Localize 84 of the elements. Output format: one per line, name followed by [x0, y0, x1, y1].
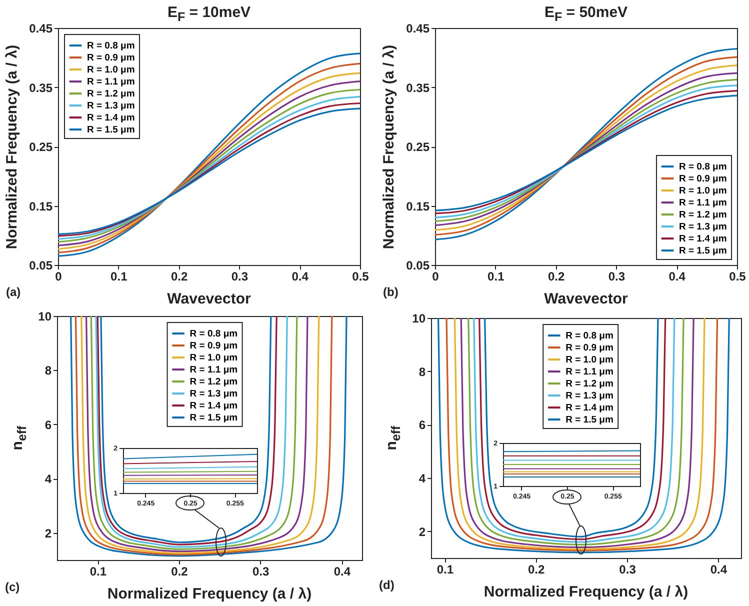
y-tick-label: 0.15: [29, 199, 53, 214]
x-tick-label: 0.1: [90, 564, 107, 578]
y-tick-label: 0.05: [406, 258, 430, 272]
legend-label: R = 1.2 μm: [87, 88, 135, 100]
x-tick-label: 0: [432, 270, 440, 284]
legend-label: R = 1.3 μm: [87, 100, 135, 112]
x-tick-label: 0.1: [110, 270, 128, 284]
y-tick-label: 0.25: [29, 140, 53, 154]
legend-label: R = 0.8 μm: [566, 330, 614, 342]
x-axis-title: Normalized Frequency (a / λ): [484, 584, 688, 600]
text: (b): [383, 285, 398, 299]
y-tick-label: 0.45: [406, 22, 430, 36]
legend-label: R = 1.5 μm: [566, 414, 614, 426]
x-tick-label: 0.3: [252, 564, 270, 578]
x-tick-label: 0.4: [668, 270, 686, 284]
x-tick-label: 0.4: [292, 270, 309, 284]
legend-label: R = 1.3 μm: [566, 390, 614, 402]
legend-label: R = 0.8 μm: [679, 162, 727, 172]
y-tick-label: 4: [418, 472, 426, 486]
x-tick-label: 0.1: [436, 562, 454, 576]
y-tick-label: 2: [44, 526, 52, 540]
legend-label: R = 1.2 μm: [190, 376, 238, 388]
legend-label: R = 0.8 μm: [87, 40, 135, 52]
x-tick-label: 0: [55, 270, 62, 284]
legend-label: R = 1.1 μm: [566, 366, 614, 378]
x-tick-label: 0.2: [548, 270, 565, 284]
y-axis-title: Normalized Frequency (a / λ): [4, 44, 20, 249]
legend-label: R = 0.9 μm: [566, 342, 614, 354]
legend-label: R = 0.9 μm: [87, 52, 135, 64]
legend-label: R = 1.4 μm: [679, 234, 727, 244]
text: (d): [379, 578, 394, 592]
y-tick-label: 0.05: [29, 258, 53, 272]
x-tick-label: 0.5: [352, 270, 370, 284]
legend-label: R = 1.5 μm: [190, 412, 238, 424]
y-tick-label: 10: [38, 310, 52, 324]
x-tick-label: 0.3: [608, 270, 626, 284]
chart-title: E$_{F}$ = 10meV: [167, 4, 251, 24]
y-tick-label: 2: [418, 524, 426, 539]
legend-label: R = 1.0 μm: [190, 352, 238, 364]
legend-label: R = 0.9 μm: [190, 340, 238, 352]
legend-label: R = 1.4 μm: [190, 400, 238, 412]
legend-label: R = 1.0 μm: [87, 64, 135, 76]
legend-label: R = 0.9 μm: [679, 174, 727, 184]
legend-label: R = 1.4 μm: [87, 112, 135, 124]
legend-label: R = 1.1 μm: [679, 198, 727, 208]
x-axis-title: Wavevector: [544, 290, 628, 308]
chart-title: E$_{F}$ = 50meV: [544, 4, 628, 24]
x-tick-label: 0.3: [231, 270, 248, 284]
legend-label: R = 1.2 μm: [566, 378, 614, 390]
legend-label: R = 1.2 μm: [679, 210, 727, 220]
x-tick-label: 0.2: [171, 564, 188, 578]
legend-label: R = 1.4 μm: [566, 402, 614, 414]
x-tick-label: 0.3: [619, 562, 636, 576]
legend-label: R = 1.5 μm: [87, 124, 135, 136]
x-tick-label: 0.2: [528, 562, 546, 576]
x-tick-label: 0.4: [710, 562, 728, 576]
y-tick-label: 0.45: [29, 22, 53, 36]
x-axis-title: Normalized Frequency (a / λ): [107, 586, 312, 602]
y-tick-label: 0.35: [29, 80, 53, 95]
x-tick-label: 0.2: [170, 270, 188, 284]
legend-label: R = 1.0 μm: [679, 186, 727, 196]
legend-label: R = 0.8 μm: [190, 328, 238, 340]
legend-label: R = 1.5 μm: [679, 246, 727, 256]
legend-label: R = 1.0 μm: [566, 354, 614, 366]
text: (c): [5, 580, 20, 594]
x-tick-label: 0.1: [488, 270, 505, 284]
y-tick-label: 8: [44, 364, 52, 378]
y-axis-title: Normalized Frequency (a / λ): [380, 44, 398, 249]
y-tick-label: 6: [418, 418, 426, 432]
legend-label: R = 1.1 μm: [190, 364, 238, 376]
x-tick-label: 0.4: [334, 564, 351, 578]
legend-label: R = 1.3 μm: [190, 388, 238, 400]
y-tick-label: 0.25: [406, 140, 430, 154]
legend-label: R = 1.1 μm: [87, 76, 135, 88]
y-tick-label: 0.35: [406, 80, 430, 95]
y-tick-label: 0.15: [406, 199, 430, 214]
text: (a): [6, 285, 21, 299]
legend-label: R = 1.3 μm: [679, 222, 727, 232]
x-tick-label: 0.5: [729, 270, 746, 284]
y-tick-label: 10: [412, 312, 426, 326]
x-axis-title: Wavevector: [167, 290, 251, 308]
y-tick-label: 8: [418, 364, 426, 379]
y-tick-label: 6: [44, 418, 52, 432]
y-tick-label: 4: [44, 472, 52, 486]
